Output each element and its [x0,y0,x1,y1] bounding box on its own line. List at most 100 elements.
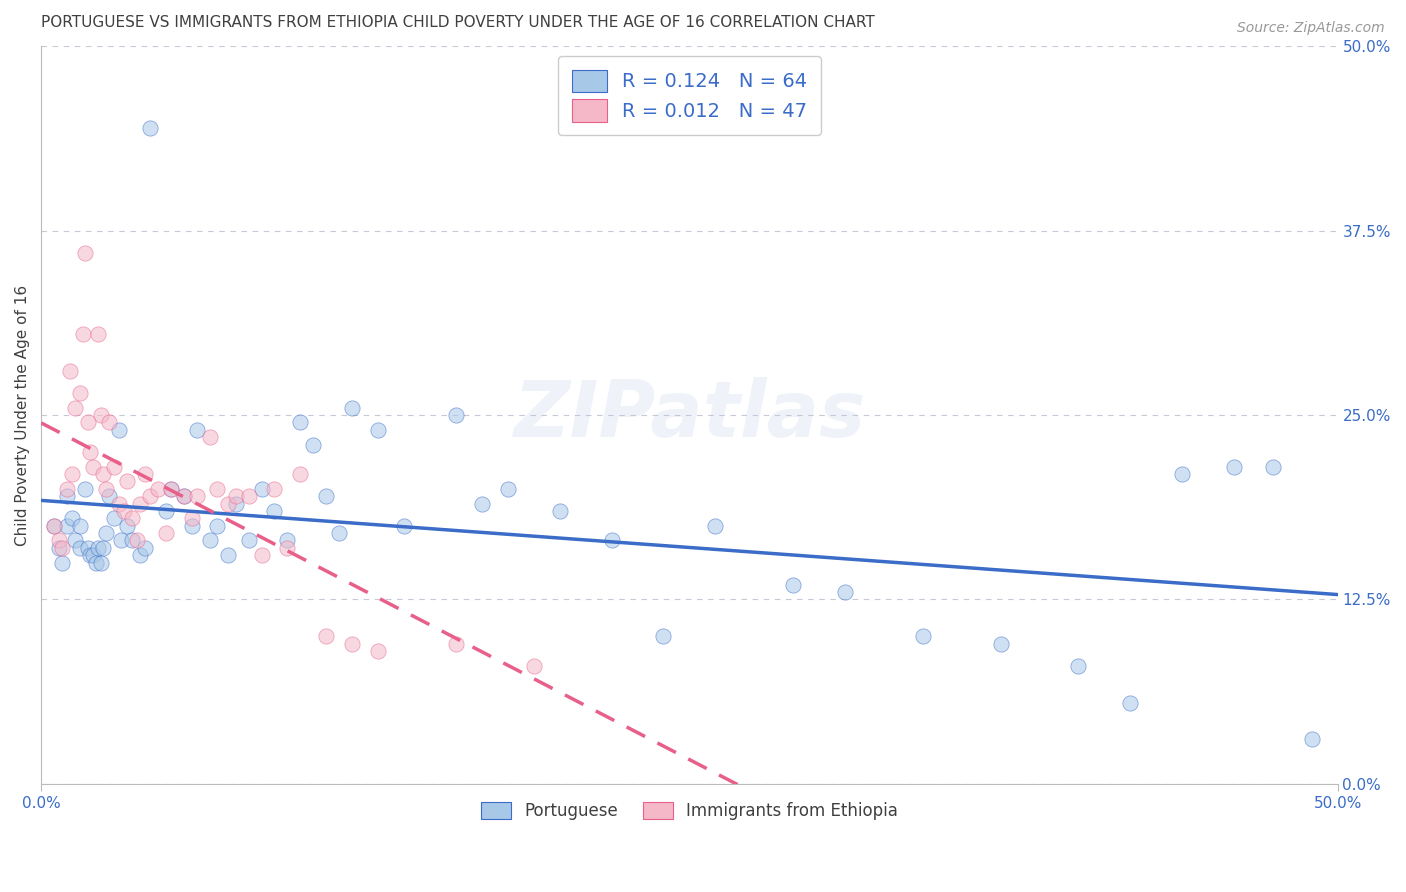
Point [94,482,117,496]
Point [82,459,104,474]
Point [186,423,208,437]
Point [146,482,169,496]
Point [263,482,285,496]
Point [186,489,208,503]
Point [72,326,94,341]
Text: PORTUGUESE VS IMMIGRANTS FROM ETHIOPIA CHILD POVERTY UNDER THE AGE OF 16 CORRELA: PORTUGUESE VS IMMIGRANTS FROM ETHIOPIA C… [41,15,875,30]
Point [159,482,181,496]
Point [79,445,101,459]
Text: Source: ZipAtlas.com: Source: ZipAtlas.com [1237,21,1385,35]
Point [139,120,162,135]
Point [121,533,143,548]
Point [1261,459,1284,474]
Point [198,533,221,548]
Point [911,629,934,643]
Point [471,497,494,511]
Point [75,246,97,260]
Point [69,541,91,555]
Point [108,423,131,437]
Point [115,475,138,489]
Point [290,416,312,430]
Point [155,526,177,541]
Y-axis label: Child Poverty Under the Age of 16: Child Poverty Under the Age of 16 [15,285,30,546]
Point [250,482,273,496]
Point [180,511,202,525]
Point [173,489,195,503]
Point [328,526,350,541]
Point [82,548,104,562]
Point [367,644,389,658]
Text: ZIPatlas: ZIPatlas [513,377,866,453]
Point [93,467,115,481]
Point [42,518,65,533]
Point [112,504,135,518]
Point [90,556,112,570]
Point [496,482,519,496]
Point [59,364,82,378]
Point [87,326,110,341]
Point [392,518,415,533]
Point [198,430,221,444]
Point [42,518,65,533]
Point [103,459,125,474]
Point [238,533,260,548]
Point [93,541,115,555]
Point [94,526,117,541]
Point [600,533,623,548]
Point [834,585,856,599]
Point [704,518,727,533]
Point [290,467,312,481]
Point [548,504,571,518]
Point [121,511,143,525]
Point [1223,459,1246,474]
Point [97,489,120,503]
Point [1067,658,1090,673]
Point [444,408,467,422]
Point [315,489,337,503]
Point [128,548,150,562]
Point [782,577,804,591]
Point [76,541,98,555]
Point [1171,467,1194,481]
Point [444,637,467,651]
Point [990,637,1012,651]
Point [225,489,247,503]
Point [63,401,86,415]
Point [56,482,79,496]
Point [155,504,177,518]
Point [51,541,73,555]
Legend: Portuguese, Immigrants from Ethiopia: Portuguese, Immigrants from Ethiopia [474,796,904,827]
Point [302,437,325,451]
Point [225,497,247,511]
Point [1119,696,1142,710]
Point [367,423,389,437]
Point [84,556,107,570]
Point [125,533,148,548]
Point [108,497,131,511]
Point [173,489,195,503]
Point [87,541,110,555]
Point [523,658,546,673]
Point [263,504,285,518]
Point [56,489,79,503]
Point [217,497,239,511]
Point [60,511,83,525]
Point [90,408,112,422]
Point [207,482,229,496]
Point [48,541,70,555]
Point [250,548,273,562]
Point [110,533,132,548]
Point [51,556,73,570]
Point [342,637,364,651]
Point [76,416,98,430]
Point [180,518,202,533]
Point [342,401,364,415]
Point [56,518,79,533]
Point [69,518,91,533]
Point [75,482,97,496]
Point [69,386,91,401]
Point [217,548,239,562]
Point [134,467,156,481]
Point [1301,732,1323,747]
Point [115,518,138,533]
